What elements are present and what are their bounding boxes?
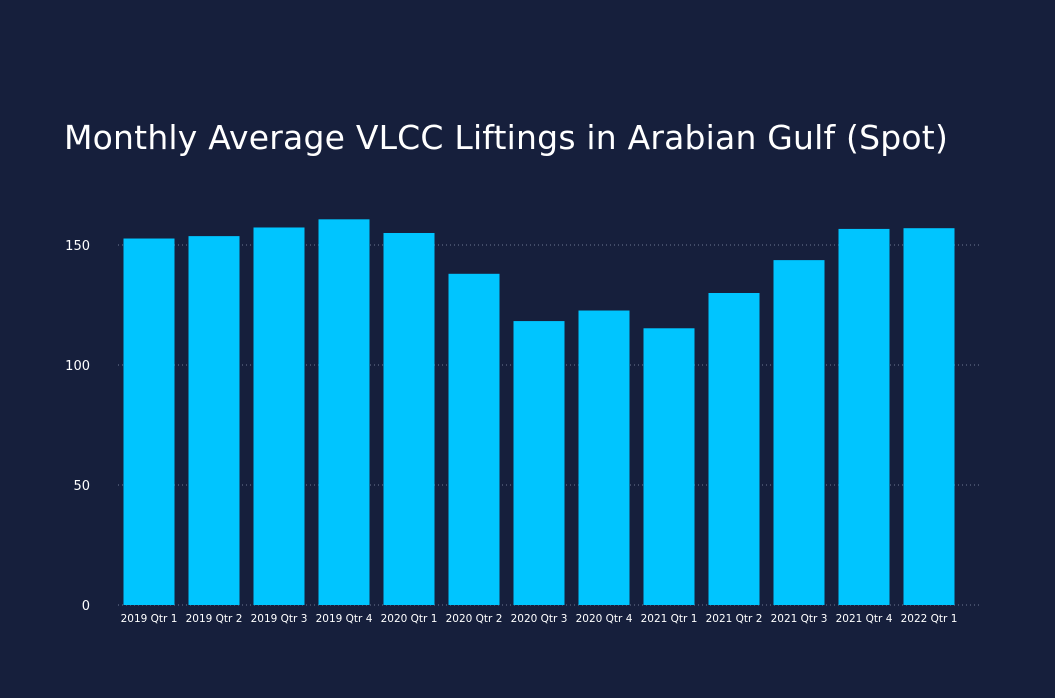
x-category-label: 2020 Qtr 4 (576, 613, 633, 625)
bar-2019-qtr-4[interactable] (318, 219, 370, 605)
x-category-label: 2021 Qtr 4 (836, 613, 893, 625)
bar-2020-qtr-2[interactable] (448, 273, 500, 605)
y-tick-label: 150 (65, 239, 90, 254)
y-tick-label: 50 (73, 479, 90, 494)
x-category-label: 2019 Qtr 1 (121, 613, 178, 625)
bar-2021-qtr-4[interactable] (838, 228, 890, 606)
chart-title: Monthly Average VLCC Liftings in Arabian… (64, 118, 949, 157)
y-axis-tick-labels: 0 50 100 150 (65, 239, 90, 614)
bar-2020-qtr-4[interactable] (578, 310, 630, 605)
bar-2021-qtr-3[interactable] (773, 260, 825, 605)
x-category-label: 2019 Qtr 4 (316, 613, 373, 625)
bar-2021-qtr-2[interactable] (708, 293, 760, 605)
x-category-label: 2021 Qtr 2 (706, 613, 763, 625)
y-tick-label: 0 (82, 599, 90, 614)
bar-2019-qtr-2[interactable] (188, 236, 240, 605)
x-category-label: 2020 Qtr 1 (381, 613, 438, 625)
bar-2020-qtr-3[interactable] (513, 321, 565, 605)
bar-2019-qtr-1[interactable] (123, 238, 175, 605)
x-category-label: 2021 Qtr 3 (771, 613, 828, 625)
bars (123, 219, 955, 606)
x-category-label: 2021 Qtr 1 (641, 613, 698, 625)
bar-2020-qtr-1[interactable] (383, 233, 435, 605)
bar-2019-qtr-3[interactable] (253, 227, 305, 606)
x-category-label: 2019 Qtr 3 (251, 613, 308, 625)
x-category-label: 2019 Qtr 2 (186, 613, 243, 625)
y-tick-label: 100 (65, 359, 90, 374)
bar-2021-qtr-1[interactable] (643, 328, 695, 605)
x-category-label: 2020 Qtr 2 (446, 613, 503, 625)
x-category-label: 2020 Qtr 3 (511, 613, 568, 625)
x-category-label: 2022 Qtr 1 (901, 613, 958, 625)
bar-2022-qtr-1[interactable] (903, 228, 955, 605)
x-axis-category-labels: 2019 Qtr 1 2019 Qtr 2 2019 Qtr 3 2019 Qtr 4… (121, 613, 958, 625)
